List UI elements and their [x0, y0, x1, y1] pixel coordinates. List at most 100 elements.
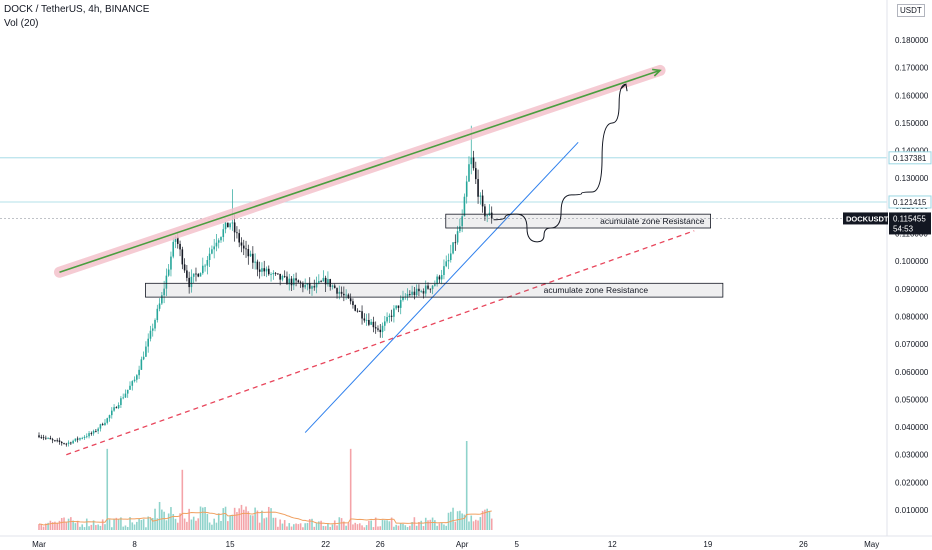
- volume-bar: [270, 508, 272, 530]
- volume-bar: [170, 507, 172, 530]
- candle-body: [229, 223, 231, 228]
- candle-body: [51, 439, 54, 441]
- candle-body: [254, 261, 256, 263]
- candle-body: [274, 272, 277, 274]
- volume-bar: [293, 524, 295, 530]
- candle-body: [415, 288, 418, 296]
- volume-bar: [465, 441, 468, 530]
- volume-bar: [197, 518, 200, 530]
- candle-body: [290, 278, 293, 286]
- currency-badge[interactable]: USDT: [897, 4, 925, 17]
- price-tick-label: 0.050000: [895, 395, 929, 404]
- candle-body: [379, 329, 382, 333]
- volume-indicator-label[interactable]: Vol (20): [4, 18, 39, 29]
- volume-bar: [304, 523, 306, 530]
- candle-body: [322, 277, 325, 282]
- volume-bar: [308, 518, 311, 530]
- volume-bar: [315, 522, 318, 530]
- candle-body: [163, 288, 165, 296]
- volume-bar: [99, 525, 102, 530]
- volume-bar: [272, 517, 275, 530]
- volume-bar: [249, 515, 252, 530]
- candle-body: [427, 285, 429, 289]
- volume-bar: [67, 518, 70, 530]
- accumulation-zone-upper-label: acumulate zone Resistance: [600, 216, 705, 226]
- candle-body: [88, 433, 90, 437]
- candle-body: [188, 277, 190, 288]
- candle-body: [470, 157, 473, 165]
- volume-bar: [331, 524, 334, 530]
- volume-bar: [463, 514, 466, 530]
- candle-body: [120, 398, 122, 405]
- candle-body: [97, 428, 99, 432]
- symbol-title[interactable]: DOCK / TetherUS, 4h, BINANCE: [4, 4, 150, 15]
- price-tick-label: 0.060000: [895, 368, 929, 377]
- candle-body: [397, 305, 400, 308]
- candle-body: [145, 346, 147, 357]
- volume-bar: [445, 525, 448, 530]
- candle-body: [190, 276, 193, 288]
- volume-bar: [295, 523, 297, 530]
- volume-bar: [438, 523, 441, 530]
- candle-body: [477, 179, 479, 197]
- candle-body: [95, 430, 97, 432]
- volume-bar: [92, 520, 95, 530]
- volume-bar: [204, 507, 206, 530]
- candle-body: [147, 338, 149, 347]
- volume-bar: [388, 521, 391, 530]
- volume-bar: [418, 521, 420, 530]
- candle-body: [374, 327, 377, 329]
- volume-bar: [456, 511, 459, 530]
- volume-bar: [402, 523, 404, 530]
- candle-body: [490, 212, 493, 219]
- candle-body: [117, 404, 120, 409]
- price-tick-label: 0.070000: [895, 340, 929, 349]
- volume-bar: [85, 518, 88, 530]
- candle-body: [475, 168, 477, 180]
- volume-bar: [386, 520, 388, 530]
- volume-bar: [208, 522, 211, 530]
- volume-bar: [74, 523, 77, 530]
- candlesticks: [38, 125, 493, 447]
- volume-bar: [156, 518, 159, 530]
- price-tick-label: 0.020000: [895, 478, 929, 487]
- candle-body: [390, 315, 393, 317]
- volume-bar: [336, 525, 338, 530]
- candle-body: [409, 294, 411, 295]
- candle-body: [388, 315, 391, 318]
- candle-body: [58, 440, 61, 443]
- price-tick-label: 0.090000: [895, 285, 929, 294]
- volume-bar: [381, 519, 384, 530]
- candle-body: [81, 437, 84, 439]
- candle-body: [124, 393, 127, 398]
- candle-body: [384, 321, 386, 326]
- time-tick-label: 26: [376, 540, 385, 549]
- volume-bar: [115, 517, 118, 530]
- volume-bar: [220, 520, 222, 530]
- volume-bar: [206, 513, 209, 530]
- candle-body: [472, 157, 475, 169]
- bar-countdown-label: 54:53: [893, 224, 914, 233]
- candle-body: [76, 438, 79, 440]
- volume-bar: [470, 515, 473, 530]
- candle-body: [429, 288, 432, 290]
- candle-body: [365, 319, 368, 321]
- volume-bar: [327, 523, 329, 530]
- candle-body: [142, 356, 145, 360]
- price-tick-label: 0.100000: [895, 257, 929, 266]
- candle-body: [176, 236, 179, 244]
- candle-body: [452, 242, 454, 254]
- volume-bar: [267, 506, 270, 530]
- candle-body: [65, 443, 68, 445]
- candle-body: [486, 215, 488, 217]
- candle-body: [170, 256, 172, 270]
- volume-bar: [238, 508, 240, 530]
- time-axis: Mar 8 15 22 26 Apr 5 12 19 26 May: [0, 535, 932, 549]
- candle-body: [249, 253, 252, 257]
- candle-body: [47, 437, 49, 439]
- candle-body: [277, 273, 279, 275]
- candle-body: [479, 195, 482, 197]
- volume-bar: [97, 524, 99, 530]
- volume-bar: [113, 518, 115, 530]
